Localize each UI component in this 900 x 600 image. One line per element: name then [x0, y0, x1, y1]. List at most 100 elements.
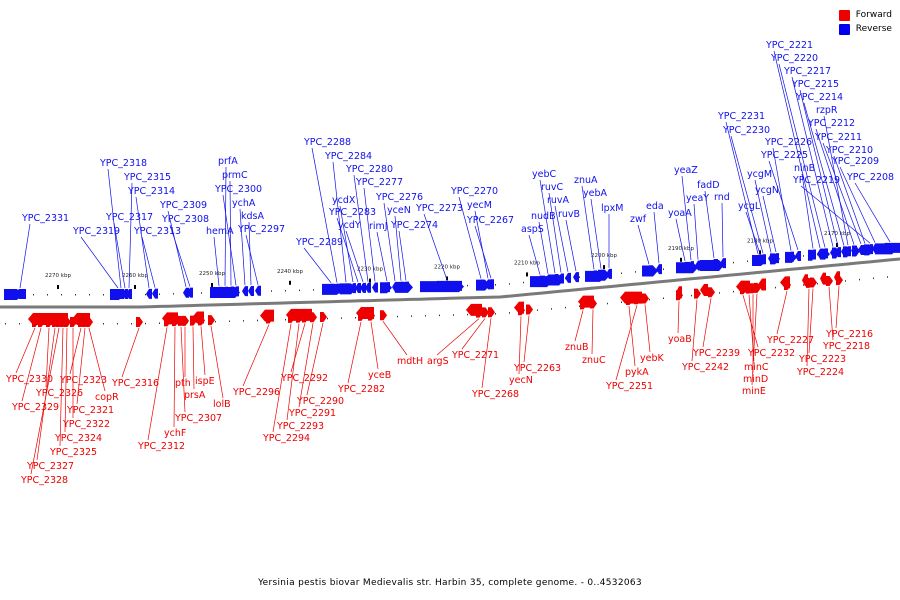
forward-gene-label: YPC_2325 [49, 447, 97, 458]
minor-tick [803, 284, 804, 286]
reverse-gene-connector [799, 89, 839, 247]
reverse-gene-label: YPC_2212 [807, 118, 855, 129]
minor-tick [397, 315, 398, 318]
reverse-gene-connector [778, 63, 826, 248]
minor-tick [159, 322, 160, 324]
minor-tick [509, 312, 510, 314]
forward-gene-label: minE [742, 386, 766, 397]
reverse-gene-label: ycgN [755, 185, 779, 196]
reverse-gene-connector [128, 182, 133, 289]
reverse-gene-label: yebA [583, 188, 607, 199]
forward-gene-connector [677, 301, 680, 334]
forward-gene-connector [591, 309, 594, 355]
reverse-gene-label: YPC_2284 [324, 151, 372, 162]
forward-gene-label: minD [743, 374, 768, 385]
forward-gene-arrow [286, 308, 312, 321]
forward-gene-label: ispE [195, 376, 215, 387]
forward-gene-connector [200, 326, 206, 376]
minor-tick [495, 313, 496, 315]
minor-tick [159, 293, 160, 295]
forward-gene-arrow [736, 280, 750, 293]
reverse-gene-label: ruvA [547, 195, 570, 206]
reverse-swatch [838, 23, 850, 35]
forward-gene-label: pth [175, 378, 191, 389]
forward-gene-connector [173, 327, 176, 428]
reverse-gene-connector [773, 50, 821, 248]
scale-label: 2240 kbp [277, 269, 303, 275]
reverse-gene-arrow [110, 289, 124, 300]
forward-gene-connector [290, 323, 306, 373]
forward-gene-label: YPC_2263 [513, 363, 561, 374]
reverse-gene-arrow [365, 282, 371, 293]
forward-gene-label: YPC_2290 [296, 396, 344, 407]
forward-gene-arrow [694, 288, 701, 299]
reverse-gene-connector [474, 210, 489, 279]
reverse-gene-arrow [248, 285, 254, 296]
reverse-gene-connector [332, 161, 347, 283]
reverse-gene-connector [394, 215, 402, 281]
scale-label: 2210 kbp [514, 260, 540, 266]
minor-tick [803, 255, 804, 257]
reverse-gene-label: rimJ [369, 221, 388, 232]
reverse-gene-label: YPC_2300 [214, 184, 262, 195]
minor-tick [565, 306, 566, 309]
forward-gene-label: YPC_2329 [11, 402, 59, 413]
reverse-gene-label: YPC_2267 [466, 215, 514, 226]
forward-gene-label: YPC_2312 [137, 441, 185, 452]
reverse-gene-label: yeaZ [674, 165, 698, 176]
reverse-gene-connector [528, 234, 541, 275]
forward-gene-label: YPC_2324 [54, 433, 102, 444]
reverse-gene-connector [693, 203, 699, 260]
reverse-gene-label: ycgM [747, 169, 772, 180]
minor-tick [579, 305, 580, 307]
reverse-gene-label: YPC_2276 [375, 192, 423, 203]
minor-tick [425, 315, 426, 317]
reverse-gene-label: YPC_2277 [355, 177, 403, 188]
minor-tick [313, 289, 314, 291]
reverse-gene-connector [833, 155, 866, 244]
forward-gene-label: YPC_2330 [5, 374, 53, 385]
minor-tick [19, 323, 20, 325]
reverse-gene-arrow [858, 244, 864, 255]
forward-gene-label: YPC_2326 [35, 388, 83, 399]
reverse-gene-label: YPC_2217 [783, 66, 831, 77]
minor-tick [775, 286, 776, 289]
reverse-gene-label: YPC_2318 [99, 158, 147, 169]
forward-gene-label: YPC_2327 [26, 461, 74, 472]
forward-gene-label: pykA [625, 367, 649, 378]
reverse-gene-label: znuA [574, 175, 598, 186]
scale-label: 2200 kbp [591, 253, 617, 259]
forward-gene-label: YPC_2293 [276, 421, 324, 432]
reverse-gene-connector [229, 180, 232, 286]
reverse-gene-label: YPC_2317 [105, 212, 153, 223]
forward-gene-connector [806, 288, 810, 367]
minor-tick [495, 284, 496, 286]
forward-gene-connector [30, 327, 60, 475]
reverse-gene-label: YPC_2297 [237, 224, 285, 235]
forward-gene-label: YPC_2224 [796, 367, 844, 378]
reverse-gene-connector [239, 208, 246, 286]
genome-axis [0, 257, 900, 309]
forward-gene-connector [574, 310, 584, 342]
forward-gene-arrow [466, 303, 482, 316]
minor-tick [299, 289, 300, 292]
reverse-gene-label: zwf [630, 214, 647, 225]
minor-tick [103, 323, 104, 325]
reverse-gene-arrow [360, 282, 366, 293]
forward-gene-arrow [642, 293, 649, 304]
minor-tick [145, 293, 146, 296]
minor-tick [243, 320, 244, 322]
reverse-gene-label: lpxM [601, 203, 624, 214]
minor-tick [873, 277, 874, 280]
minor-tick [75, 294, 76, 296]
reverse-gene-label: yecM [467, 200, 492, 211]
reverse-gene-connector [800, 185, 871, 244]
forward-gene-connector [298, 323, 314, 408]
reverse-gene-label: YPC_2288 [303, 137, 351, 148]
reverse-gene-connector [721, 202, 724, 258]
forward-gene-connector [835, 286, 840, 329]
forward-gene-arrow [676, 286, 682, 299]
reverse-gene-connector [704, 190, 715, 259]
forward-gene-label: YPC_2323 [59, 375, 107, 386]
